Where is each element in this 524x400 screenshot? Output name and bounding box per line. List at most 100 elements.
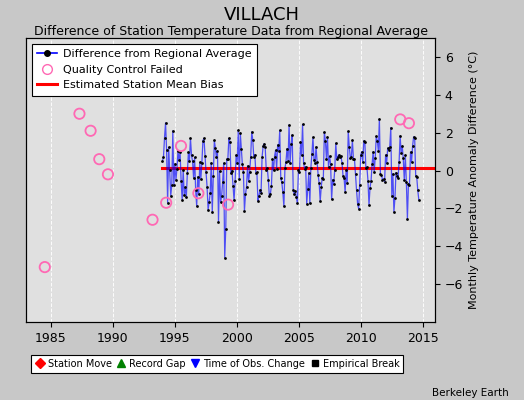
- Point: [285, 122, 293, 128]
- Point: [369, 148, 377, 155]
- Point: [405, 120, 413, 126]
- Point: [233, 160, 242, 166]
- Point: [174, 147, 182, 154]
- Point: [374, 148, 383, 154]
- Point: [181, 184, 190, 190]
- Point: [261, 144, 269, 150]
- Point: [345, 144, 354, 150]
- Point: [177, 178, 185, 184]
- Point: [277, 175, 285, 182]
- Point: [398, 142, 407, 149]
- Point: [232, 152, 241, 158]
- Point: [325, 153, 334, 159]
- Point: [221, 254, 229, 261]
- Point: [188, 158, 196, 164]
- Point: [228, 168, 236, 174]
- Point: [198, 160, 206, 166]
- Point: [183, 170, 192, 176]
- Point: [395, 158, 403, 165]
- Point: [268, 156, 277, 162]
- Point: [40, 264, 49, 270]
- Point: [348, 137, 356, 144]
- Point: [159, 154, 168, 160]
- Point: [370, 169, 378, 175]
- Point: [229, 183, 237, 190]
- Point: [358, 159, 367, 166]
- Point: [365, 202, 373, 208]
- Point: [336, 154, 344, 160]
- Point: [278, 179, 286, 186]
- Point: [385, 146, 393, 153]
- Point: [309, 134, 317, 140]
- Point: [383, 160, 391, 166]
- Point: [168, 182, 176, 188]
- Point: [396, 116, 405, 123]
- Point: [312, 144, 320, 150]
- Point: [262, 166, 270, 173]
- Point: [254, 198, 262, 204]
- Point: [302, 201, 311, 207]
- Point: [293, 200, 302, 206]
- Point: [275, 148, 283, 154]
- Point: [162, 146, 171, 153]
- Point: [205, 198, 213, 205]
- Point: [222, 226, 230, 232]
- Point: [220, 160, 228, 166]
- Point: [224, 202, 232, 208]
- Point: [334, 154, 342, 160]
- Point: [399, 155, 408, 162]
- Point: [244, 178, 253, 184]
- Point: [338, 160, 346, 166]
- Point: [280, 203, 288, 210]
- Point: [206, 190, 214, 196]
- Point: [239, 169, 248, 175]
- Point: [380, 178, 389, 185]
- Point: [163, 200, 172, 206]
- Point: [310, 156, 318, 163]
- Point: [344, 128, 353, 135]
- Point: [412, 174, 421, 180]
- Point: [235, 176, 244, 182]
- Point: [289, 187, 298, 193]
- Point: [297, 152, 305, 159]
- Point: [219, 179, 227, 185]
- Point: [165, 144, 173, 150]
- Point: [158, 158, 167, 164]
- Point: [295, 169, 303, 176]
- Point: [404, 181, 412, 187]
- Point: [176, 149, 184, 156]
- Point: [271, 147, 280, 154]
- Point: [248, 136, 257, 143]
- Point: [242, 184, 250, 190]
- Point: [249, 154, 258, 160]
- Point: [376, 171, 385, 178]
- Point: [290, 191, 299, 198]
- Point: [411, 172, 420, 179]
- Point: [180, 192, 189, 198]
- Point: [361, 139, 369, 145]
- Point: [354, 206, 363, 212]
- Point: [253, 169, 261, 176]
- Point: [199, 138, 207, 144]
- Point: [259, 143, 267, 150]
- Point: [296, 139, 304, 145]
- Point: [175, 157, 183, 164]
- Point: [178, 197, 187, 203]
- Point: [337, 153, 345, 159]
- Point: [279, 189, 287, 196]
- Point: [403, 216, 411, 222]
- Point: [401, 152, 410, 158]
- Point: [182, 194, 191, 201]
- Point: [192, 203, 201, 210]
- Point: [381, 152, 390, 158]
- Point: [388, 192, 396, 199]
- Point: [346, 154, 355, 161]
- Point: [283, 146, 291, 152]
- Point: [266, 191, 275, 197]
- Point: [287, 141, 296, 148]
- Point: [319, 176, 328, 182]
- Point: [256, 187, 264, 193]
- Point: [86, 128, 95, 134]
- Point: [193, 174, 202, 180]
- Point: [291, 188, 300, 194]
